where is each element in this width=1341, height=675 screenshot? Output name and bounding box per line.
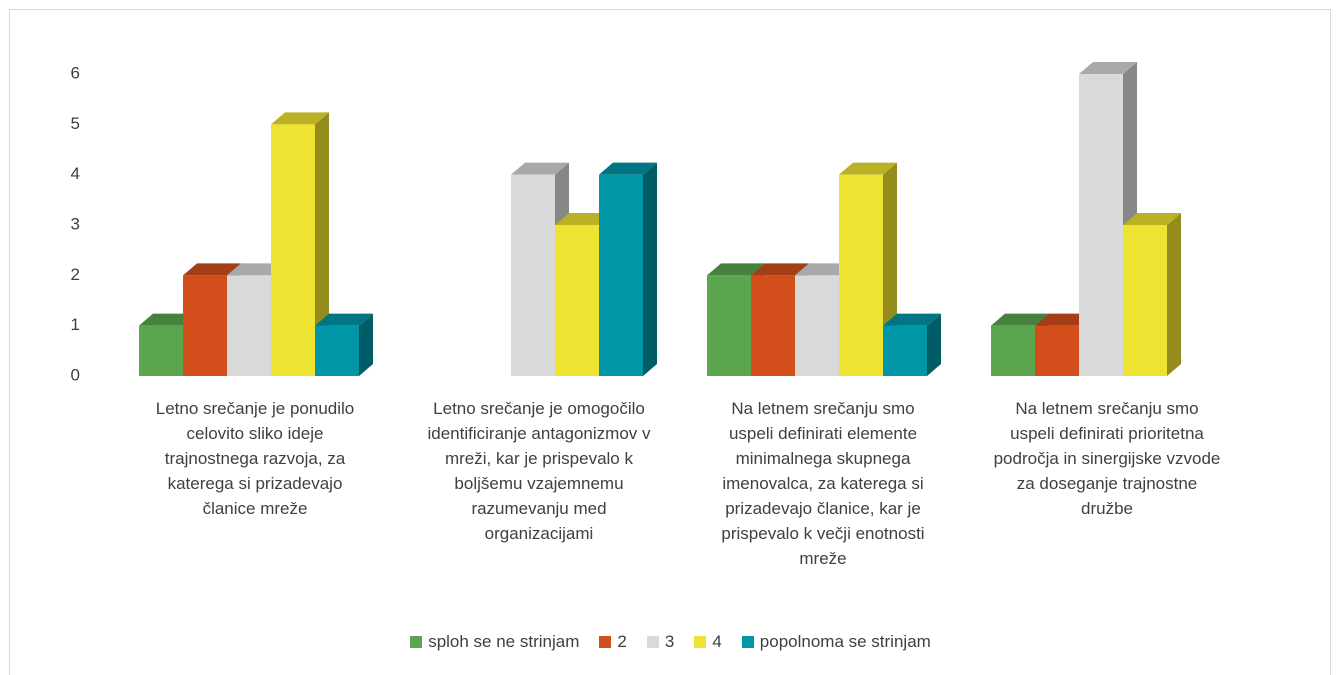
- bar-front: [139, 325, 183, 376]
- bar-side: [927, 313, 941, 376]
- bar-top: [883, 313, 941, 326]
- bar-front: [1035, 325, 1079, 376]
- x-tick-label: Na letnem srečanju smo uspeli definirati…: [993, 399, 1221, 518]
- bar: [883, 313, 941, 376]
- bar-top: [1123, 213, 1181, 225]
- legend-swatch: [694, 636, 707, 648]
- legend-label: 2: [617, 632, 627, 651]
- bar-front: [1079, 74, 1123, 376]
- legend: sploh se ne strinjam 2 3 4 popolnoma se stri…: [0, 632, 1341, 652]
- bar-front: [511, 174, 555, 376]
- legend-item: 4: [694, 632, 722, 652]
- bar-side: [359, 313, 373, 376]
- legend-item: popolnoma se strinjam: [741, 632, 931, 652]
- legend-label: 4: [712, 632, 722, 651]
- y-tick-label: 2: [71, 265, 80, 284]
- bar-top: [751, 263, 809, 276]
- bar: [599, 162, 657, 376]
- bar-top: [271, 112, 329, 125]
- bar: [1123, 213, 1181, 376]
- bar-front: [839, 174, 883, 376]
- bar-front: [315, 325, 359, 376]
- bar-front: [751, 275, 795, 376]
- bar-top: [1079, 62, 1137, 74]
- bar-top: [227, 263, 285, 276]
- bar-front: [991, 325, 1035, 376]
- bar-front: [227, 275, 271, 376]
- legend-item: 2: [599, 632, 627, 652]
- bar-top: [839, 162, 897, 175]
- y-tick-label: 6: [71, 63, 80, 82]
- bar-top: [1035, 313, 1093, 326]
- bar-side: [643, 162, 657, 376]
- legend-item: sploh se ne strinjam: [410, 632, 579, 652]
- bar-front: [795, 275, 839, 376]
- x-tick-label: Letno srečanje je omogočilo identificira…: [427, 399, 651, 543]
- legend-label: popolnoma se strinjam: [759, 632, 931, 651]
- y-tick-label: 1: [71, 315, 80, 334]
- legend-label: sploh se ne strinjam: [428, 632, 580, 651]
- y-tick-label: 5: [71, 114, 80, 133]
- legend-swatch: [410, 636, 423, 648]
- bar-side: [315, 112, 329, 376]
- y-tick-label: 3: [71, 214, 80, 233]
- x-tick-label: Na letnem srečanju smo uspeli definirati…: [721, 399, 925, 568]
- legend-swatch: [646, 636, 659, 648]
- bar-front: [599, 174, 643, 376]
- y-tick-label: 4: [71, 164, 80, 183]
- bar-top: [555, 213, 613, 225]
- bar-top: [183, 263, 241, 276]
- bar-front: [707, 275, 751, 376]
- bar-top: [315, 313, 373, 326]
- bar-front: [883, 325, 927, 376]
- legend-item: 3: [646, 632, 675, 652]
- bar: [315, 313, 373, 376]
- y-tick-label: 0: [71, 365, 80, 384]
- bar-top: [707, 263, 765, 276]
- legend-swatch: [599, 636, 612, 648]
- bar-front: [271, 124, 315, 376]
- bar-top: [511, 162, 569, 175]
- bar-front: [1123, 225, 1167, 376]
- chart-border: [9, 9, 1331, 675]
- bar-front: [555, 225, 599, 376]
- bar-top: [795, 263, 853, 276]
- bar-top: [991, 313, 1049, 326]
- legend-label: 3: [664, 632, 675, 651]
- x-tick-label: Letno srečanje je ponudilo celovito slik…: [155, 399, 355, 518]
- bar: [271, 112, 329, 376]
- bar-top: [139, 313, 197, 326]
- bar-top: [599, 162, 657, 175]
- bar-front: [183, 275, 227, 376]
- legend-swatch: [741, 636, 754, 648]
- bar-side: [1167, 213, 1181, 376]
